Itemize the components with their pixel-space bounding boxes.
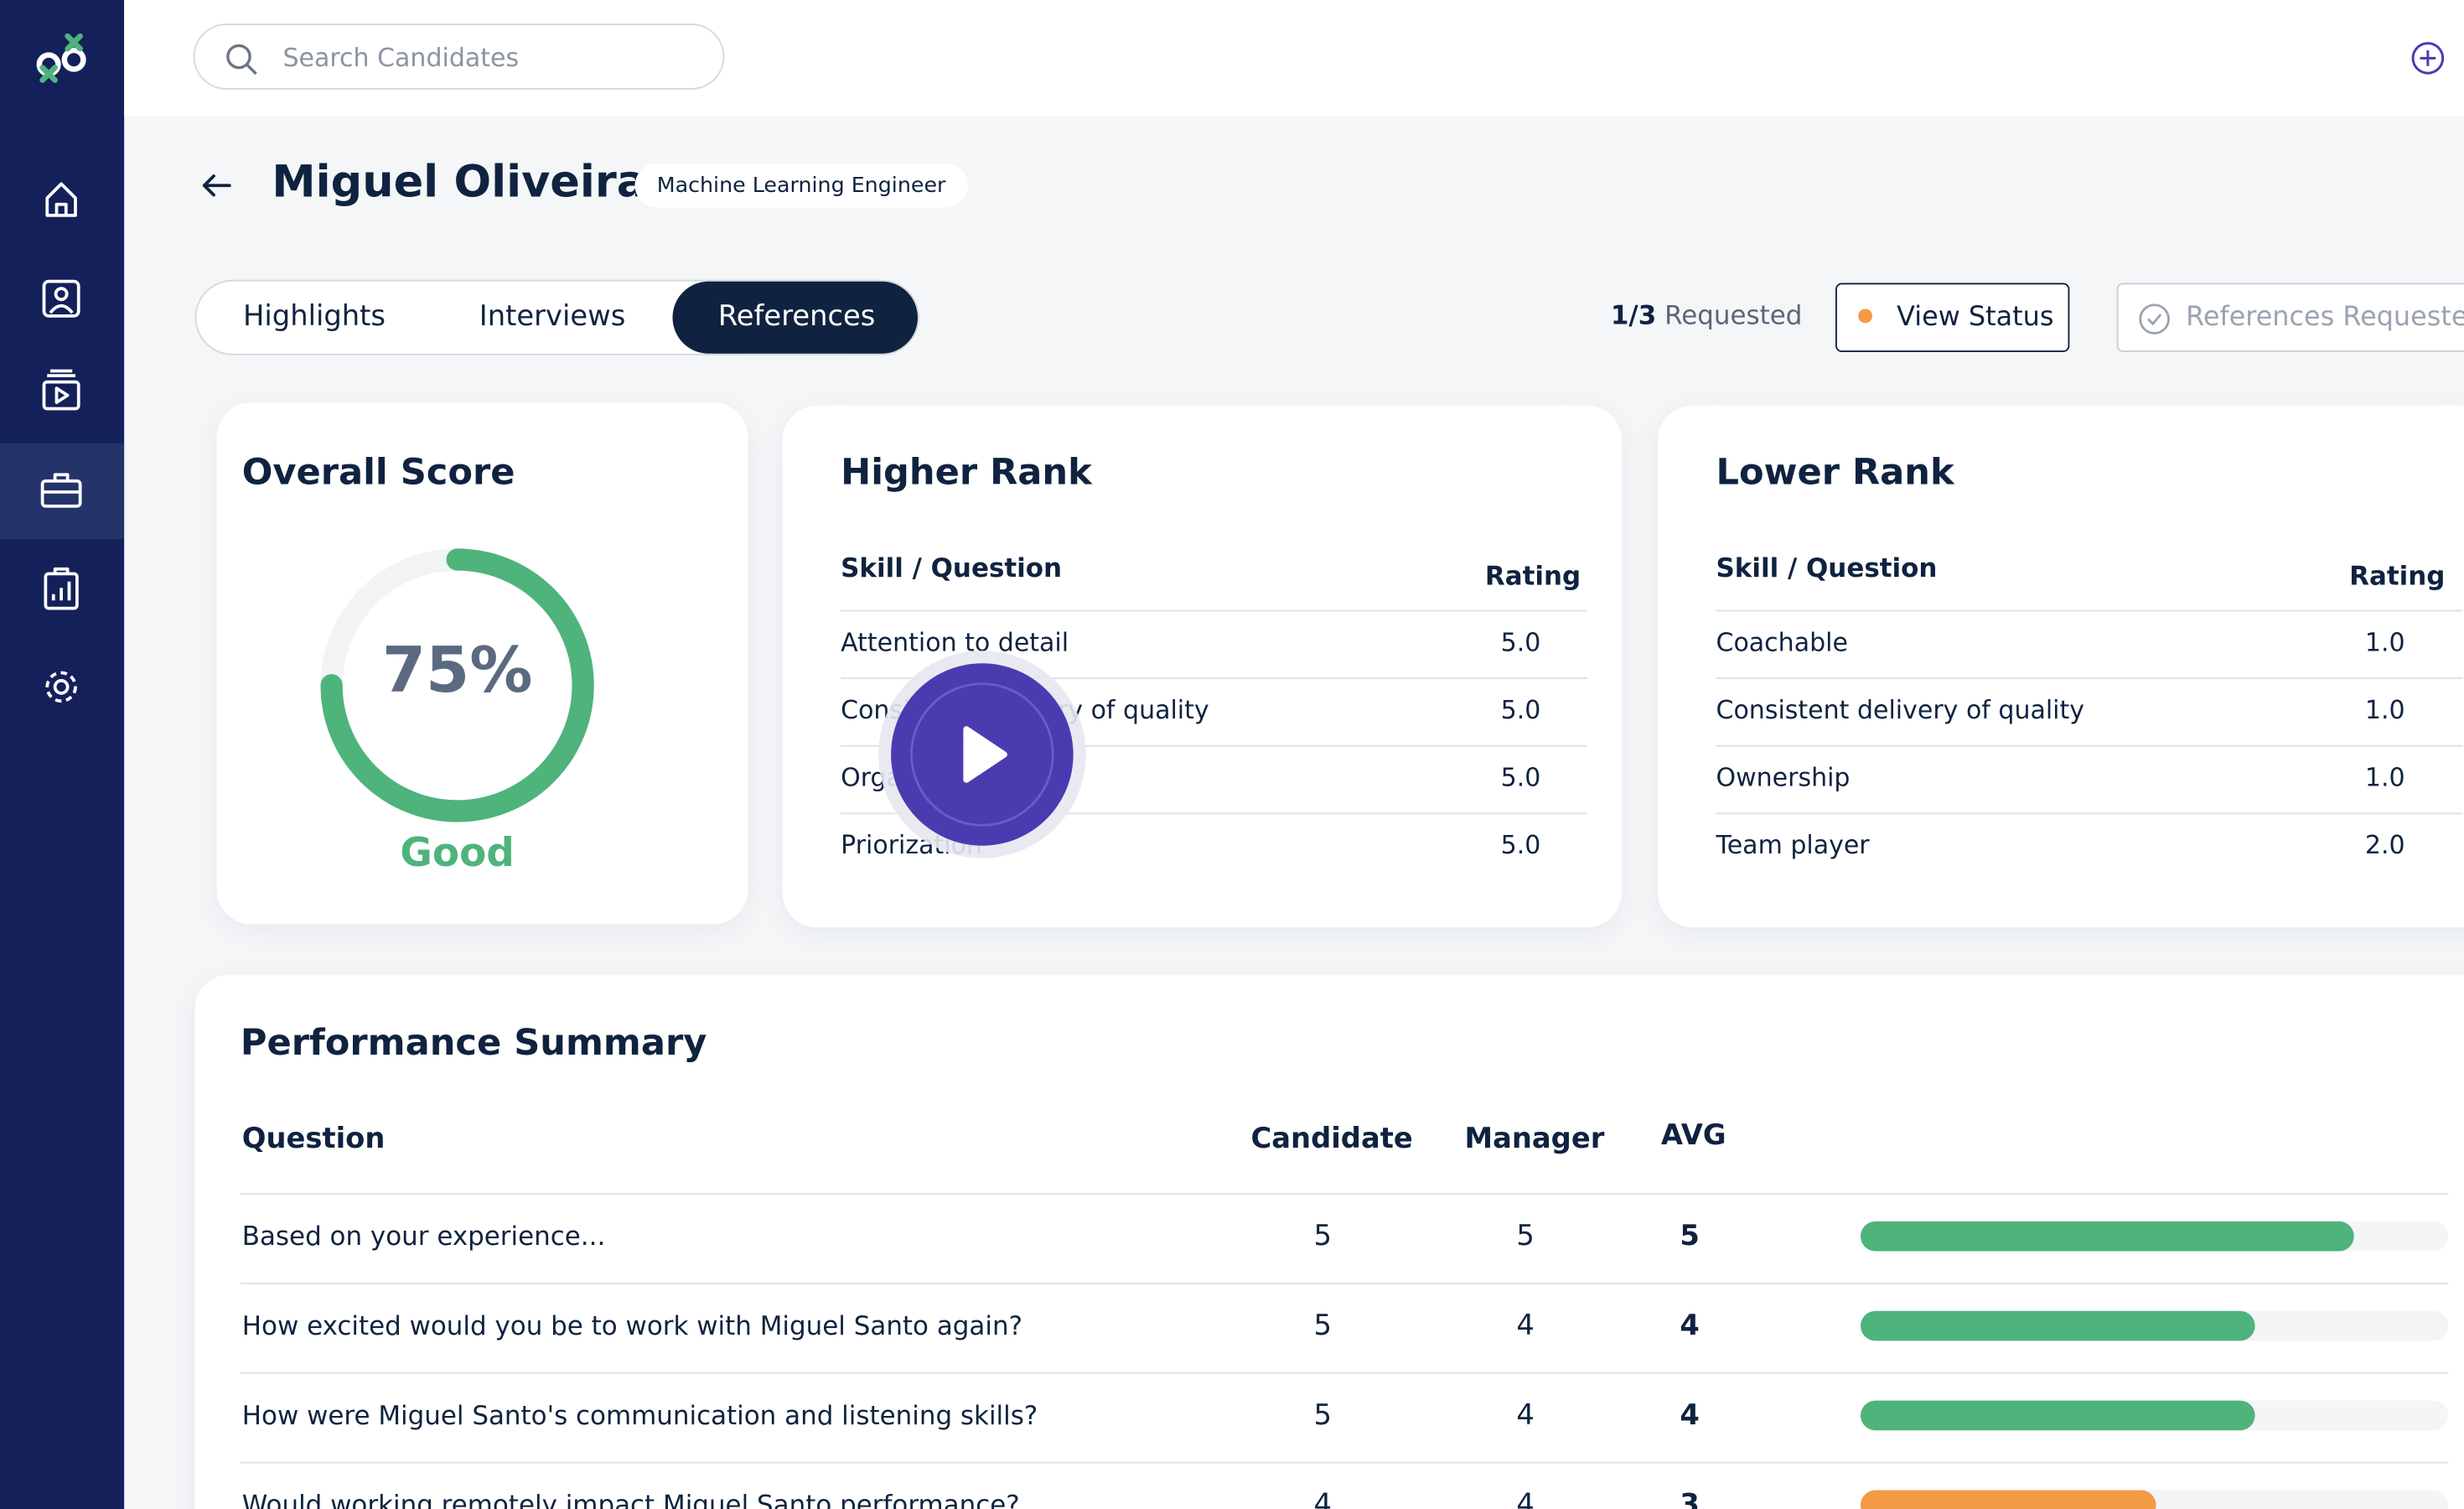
question: Based on your experience...: [241, 1221, 606, 1252]
column-header: Skill / Question: [1716, 553, 1938, 583]
column-header: Rating: [1484, 561, 1581, 591]
row-divider: [240, 1283, 2449, 1284]
candidate-score: 4: [1313, 1488, 1332, 1509]
overall-score-card: Overall Score 75% Good: [216, 402, 748, 925]
row-divider: [240, 1193, 2449, 1195]
rating-value: 5.0: [1500, 762, 1541, 792]
question: How were Miguel Santo's communication an…: [241, 1400, 1038, 1431]
column-header: Skill / Question: [841, 553, 1063, 583]
candidate-name: Miguel Oliveira: [272, 155, 647, 208]
tab[interactable]: References: [672, 281, 918, 354]
check-icon: [2139, 303, 2170, 334]
add-icon[interactable]: [2409, 39, 2446, 77]
score-gauge: [320, 548, 594, 822]
column-header: AVG: [1660, 1119, 1726, 1153]
rating-value: 1.0: [2364, 694, 2405, 725]
avg-score: 3: [1680, 1488, 1700, 1509]
rating-value: 1.0: [2364, 762, 2405, 792]
column-header: Manager: [1464, 1122, 1605, 1156]
search-icon: [226, 44, 257, 75]
search-box[interactable]: Search Candidates: [193, 23, 725, 90]
skill-name: Attention to detail: [841, 627, 1069, 657]
skill-name: Coachable: [1716, 627, 1848, 657]
avg-score: 4: [1680, 1398, 1700, 1433]
avg-score: 4: [1680, 1309, 1700, 1343]
view-status-label: View Status: [1897, 302, 2054, 334]
row-divider: [1716, 812, 2463, 815]
tabs: Highlights Interviews References: [194, 279, 919, 355]
home-icon[interactable]: [45, 182, 77, 217]
role-pill: Machine Learning Engineer: [634, 163, 968, 208]
reports-icon[interactable]: [44, 567, 79, 610]
question: Would working remotely impact Miguel San…: [241, 1490, 1020, 1509]
tab[interactable]: Interviews: [479, 300, 626, 334]
videos-icon[interactable]: [42, 369, 80, 411]
question: How excited would you be to work with Mi…: [241, 1310, 1023, 1341]
manager-score: 4: [1516, 1488, 1535, 1509]
column-header: Question: [241, 1122, 386, 1156]
sidebar-icons: [0, 33, 125, 703]
lower-rank-card: Lower Rank Skill / Question Rating Coachabl…: [1658, 405, 2464, 928]
avg-bar: [1861, 1310, 2256, 1341]
logo: [36, 33, 86, 83]
candidates-icon[interactable]: [42, 279, 80, 318]
skill-name: Team player: [1716, 830, 1870, 860]
manager-score: 5: [1516, 1220, 1535, 1253]
tab[interactable]: Highlights: [243, 300, 386, 334]
rating-value: 1.0: [2364, 627, 2405, 657]
card-title: Higher Rank: [841, 453, 1092, 494]
avg-bar: [1861, 1221, 2355, 1252]
performance-summary-card: Performance Summary Question Candidate Mana…: [194, 974, 2464, 1509]
candidate-score: 5: [1313, 1220, 1332, 1253]
row-divider: [841, 812, 1587, 815]
references-requested-label: References Requested!: [2186, 302, 2464, 334]
avg-bar: [1861, 1400, 2256, 1431]
card-title: Lower Rank: [1716, 453, 1954, 494]
back-arrow[interactable]: [198, 169, 236, 203]
column-header: Candidate: [1250, 1122, 1413, 1156]
search-placeholder: Search Candidates: [282, 42, 520, 73]
manager-score: 4: [1516, 1398, 1535, 1433]
column-header: Rating: [2349, 561, 2446, 591]
avg-bar: [1861, 1490, 2157, 1509]
row-divider: [841, 744, 1587, 747]
skill-name: Ownership: [1716, 762, 1851, 792]
row-divider: [1716, 744, 2463, 747]
candidate-score: 5: [1313, 1398, 1332, 1433]
play-button[interactable]: [872, 645, 1093, 865]
row-divider: [841, 677, 1587, 679]
requested-count: 1/3: [1610, 300, 1657, 330]
row-divider: [1716, 677, 2463, 679]
row-divider: [1716, 609, 2463, 612]
card-title: Performance Summary: [240, 1023, 707, 1065]
gauge-arc: [320, 548, 594, 822]
score-value: 75%: [381, 635, 533, 708]
references-requested-button[interactable]: References Requested!: [2116, 283, 2464, 352]
avg-score: 5: [1680, 1220, 1700, 1253]
rating-value: 5.0: [1500, 830, 1541, 860]
requested-status: 1/3 Requested: [1611, 300, 1803, 330]
manager-score: 4: [1516, 1309, 1535, 1343]
status-dot: [1858, 309, 1873, 324]
rating-value: 2.0: [2364, 830, 2405, 860]
row-divider: [240, 1461, 2449, 1464]
jobs-icon[interactable]: [40, 473, 82, 508]
skill-name: Consistent delivery of quality: [1716, 694, 2085, 725]
sidebar: [0, 0, 125, 1509]
requested-label: Requested: [1664, 300, 1803, 330]
settings-icon[interactable]: [45, 671, 77, 703]
candidate-score: 5: [1313, 1309, 1332, 1343]
rating-value: 5.0: [1500, 694, 1541, 725]
view-status-button[interactable]: View Status: [1835, 283, 2070, 352]
rating-value: 5.0: [1500, 627, 1541, 657]
score-rating: Good: [400, 830, 515, 876]
row-divider: [841, 609, 1587, 612]
row-divider: [240, 1372, 2449, 1374]
card-title: Overall Score: [241, 453, 515, 494]
